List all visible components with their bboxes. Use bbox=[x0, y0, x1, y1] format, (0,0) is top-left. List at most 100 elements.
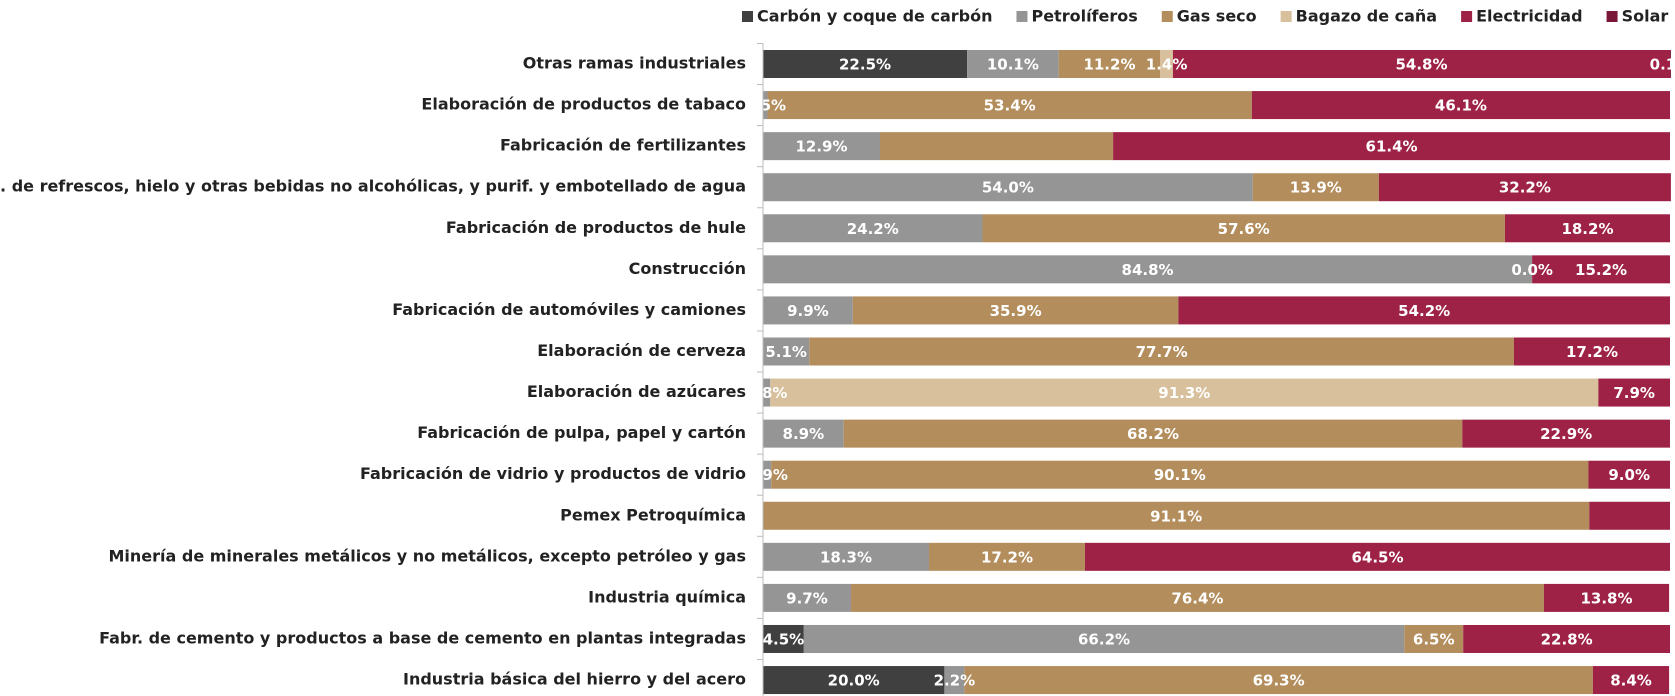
legend-swatch bbox=[1161, 11, 1173, 22]
data-label: 9.9% bbox=[787, 302, 829, 320]
bar-segment bbox=[1462, 419, 1670, 448]
data-label: 1.4% bbox=[1146, 56, 1188, 74]
category-label: Elaboración de productos de tabaco bbox=[421, 95, 746, 114]
category-label: Minería de minerales metálicos y no metá… bbox=[108, 546, 746, 565]
data-label: 24.2% bbox=[847, 220, 899, 238]
bar-segment bbox=[763, 542, 929, 571]
data-label: 46.1% bbox=[1435, 97, 1487, 115]
data-label: 68.2% bbox=[1127, 425, 1179, 443]
data-label: 91.3% bbox=[1158, 384, 1210, 402]
bar-segment bbox=[763, 91, 768, 120]
legend-label: Electricidad bbox=[1476, 7, 1582, 26]
category-label: Fabricación de productos de hule bbox=[446, 218, 746, 237]
data-label: 8.9% bbox=[783, 425, 825, 443]
bar-segment bbox=[1084, 542, 1670, 571]
data-label: 0.1% bbox=[1650, 56, 1675, 74]
bar-segment bbox=[928, 542, 1085, 571]
bar-segment bbox=[1378, 173, 1671, 202]
bar-segment bbox=[763, 666, 945, 695]
data-label: 0.0% bbox=[1511, 261, 1553, 279]
bar-segment bbox=[1252, 173, 1379, 202]
bar-segment bbox=[1532, 255, 1670, 284]
data-label: 15.2% bbox=[1575, 261, 1627, 279]
data-label: 0.8% bbox=[746, 384, 788, 402]
category-label: Construcción bbox=[629, 259, 746, 278]
bar-segment bbox=[982, 214, 1505, 243]
bar-segment bbox=[803, 624, 1405, 653]
data-label: 77.7% bbox=[1136, 343, 1188, 361]
bar-segment bbox=[1504, 214, 1670, 243]
bar-segment bbox=[1058, 50, 1161, 78]
data-label: 54.0% bbox=[982, 179, 1034, 197]
bar-segment bbox=[1172, 50, 1670, 78]
bar-segment bbox=[1160, 50, 1173, 78]
bar-segment bbox=[1513, 337, 1670, 366]
category-label: Fabricación de pulpa, papel y cartón bbox=[417, 423, 746, 442]
data-label: 13.8% bbox=[1580, 589, 1632, 607]
data-label: 6.5% bbox=[1413, 630, 1455, 648]
data-label: 17.2% bbox=[981, 548, 1033, 566]
legend-label: Petrolíferos bbox=[1031, 7, 1137, 26]
category-label: Elab. de refrescos, hielo y otras bebida… bbox=[0, 177, 746, 196]
data-label: 22.5% bbox=[839, 56, 891, 74]
data-label: 18.3% bbox=[820, 548, 872, 566]
data-label: 64.5% bbox=[1351, 548, 1403, 566]
legend-swatch bbox=[1280, 11, 1292, 22]
bar-segment bbox=[964, 666, 1593, 695]
bar-segment bbox=[763, 583, 851, 612]
bar-segment bbox=[1178, 296, 1670, 325]
bar-segment bbox=[763, 296, 853, 325]
bar-segment bbox=[1588, 460, 1670, 489]
bar-segment bbox=[1670, 50, 1671, 78]
category-label: Industria química bbox=[588, 587, 746, 606]
bar-segment bbox=[1598, 378, 1670, 407]
bar-segment bbox=[763, 337, 810, 366]
data-label: 57.6% bbox=[1218, 220, 1270, 238]
data-label: 22.8% bbox=[1541, 630, 1593, 648]
data-label: 61.4% bbox=[1366, 138, 1418, 156]
bar-segment bbox=[767, 91, 1252, 120]
bar-segment bbox=[944, 666, 965, 695]
data-label: 5.1% bbox=[765, 343, 807, 361]
data-label: 10.1% bbox=[987, 56, 1039, 74]
data-label: 13.9% bbox=[1290, 179, 1342, 197]
data-label: 22.9% bbox=[1540, 425, 1592, 443]
data-label: 7.9% bbox=[1613, 384, 1655, 402]
bar-segment bbox=[1113, 132, 1670, 161]
legend-label: Solar bbox=[1622, 7, 1669, 26]
bar-segment bbox=[967, 50, 1059, 78]
data-label: 69.3% bbox=[1253, 672, 1305, 690]
bar-segment bbox=[763, 255, 1533, 284]
bar-segment bbox=[1404, 624, 1464, 653]
bar-segment bbox=[843, 419, 1463, 448]
category-label: Fabr. de cemento y productos a base de c… bbox=[99, 628, 746, 647]
bar-segment bbox=[1592, 666, 1670, 695]
data-label: 54.2% bbox=[1398, 302, 1450, 320]
bar-segment bbox=[1251, 91, 1670, 120]
bar-segment bbox=[763, 214, 983, 243]
legend-label: Carbón y coque de carbón bbox=[757, 7, 992, 26]
bar-segment bbox=[771, 460, 1589, 489]
bar-segment bbox=[763, 501, 1590, 530]
legend-label: Gas seco bbox=[1177, 7, 1257, 26]
legend-swatch bbox=[1016, 11, 1028, 22]
data-label: 32.2% bbox=[1499, 179, 1551, 197]
data-label: 17.2% bbox=[1566, 343, 1618, 361]
data-label: 91.1% bbox=[1150, 507, 1202, 525]
bar-segment bbox=[763, 419, 844, 448]
data-label: 0.9% bbox=[746, 466, 788, 484]
bar-segment bbox=[1589, 501, 1670, 530]
data-label: 35.9% bbox=[990, 302, 1042, 320]
category-label: Industria básica del hierro y del acero bbox=[403, 670, 746, 689]
data-label: 90.1% bbox=[1154, 466, 1206, 484]
bar-segment bbox=[763, 624, 804, 653]
data-label: 11.2% bbox=[1083, 56, 1135, 74]
data-label: 12.9% bbox=[795, 138, 847, 156]
data-label: 18.2% bbox=[1561, 220, 1613, 238]
data-label: 53.4% bbox=[984, 97, 1036, 115]
category-label: Otras ramas industriales bbox=[523, 54, 746, 73]
data-label: 76.4% bbox=[1171, 589, 1223, 607]
bar-segment bbox=[763, 460, 772, 489]
category-label: Elaboración de azúcares bbox=[527, 382, 746, 401]
